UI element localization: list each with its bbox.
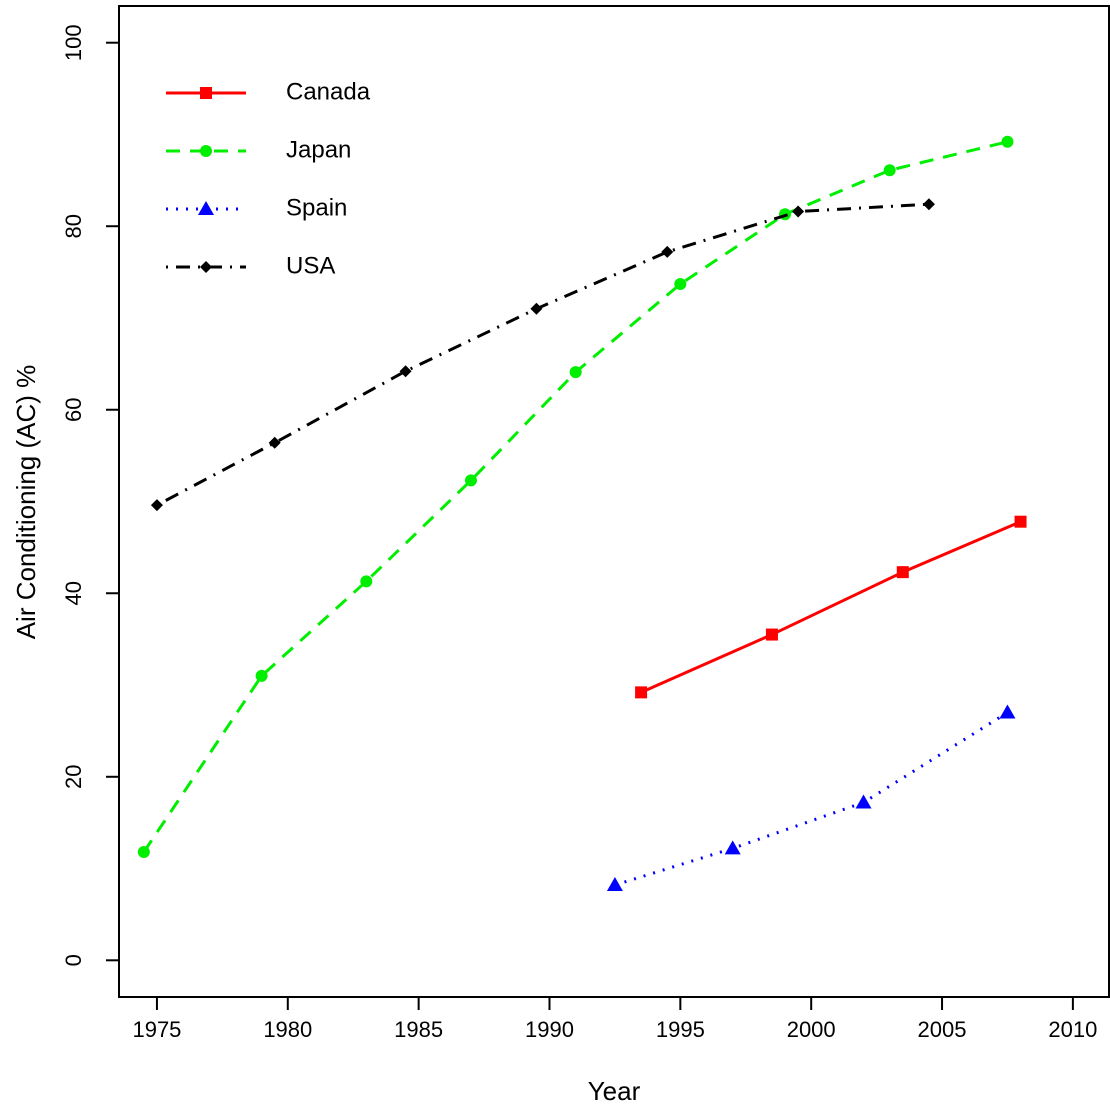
marker [360,575,373,588]
marker [674,278,687,291]
marker [569,366,582,379]
marker [855,794,872,809]
y-tick-label: 40 [61,581,86,605]
marker [606,877,623,892]
y-tick-label: 60 [61,397,86,421]
series-line [640,520,1022,694]
marker [1014,515,1027,528]
marker [255,669,268,682]
marker [922,198,935,211]
x-tick-label: 1975 [132,1017,181,1042]
marker [150,499,163,512]
y-tick-label: 80 [61,214,86,238]
plot-frame [118,5,1110,998]
marker [200,261,212,273]
marker [635,686,648,699]
series-line [142,140,1008,853]
x-tick-label: 2005 [918,1017,967,1042]
legend-label: Spain [286,194,347,221]
marker [883,164,896,177]
marker [200,87,212,99]
series-line [156,202,930,507]
marker [464,474,477,487]
marker [792,205,805,218]
marker [268,436,281,449]
x-tick-label: 1980 [263,1017,312,1042]
marker [137,846,150,859]
y-tick-label: 100 [61,24,86,61]
y-axis-title: Air Conditioning (AC) % [11,365,41,640]
marker [200,145,212,157]
marker [399,365,412,378]
legend-label: Japan [286,136,351,163]
x-axis-title: Year [588,1076,641,1106]
marker [198,201,214,215]
x-tick-label: 1995 [656,1017,705,1042]
marker [765,628,778,641]
legend-label: Canada [286,78,371,105]
marker [661,245,674,258]
legend-label: USA [286,252,335,279]
x-tick-label: 1990 [525,1017,574,1042]
marker [1001,135,1014,148]
y-tick-label: 20 [61,765,86,789]
marker [999,704,1016,719]
marker [724,840,741,855]
marker [530,302,543,315]
marker [896,566,909,579]
x-tick-label: 2010 [1048,1017,1097,1042]
x-tick-label: 1985 [394,1017,443,1042]
y-tick-label: 0 [61,954,86,966]
series-line [614,711,1009,887]
x-tick-label: 2000 [787,1017,836,1042]
